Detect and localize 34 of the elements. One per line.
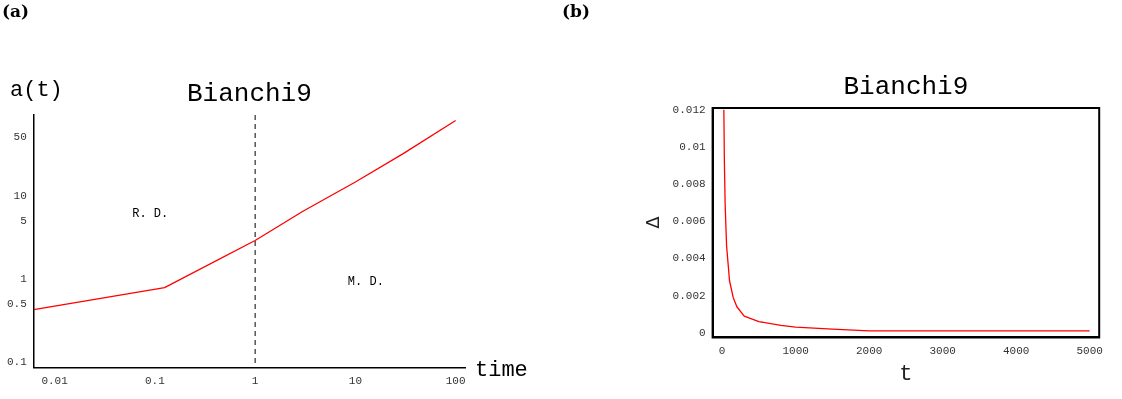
y-tick-label: 0.002 <box>672 289 706 302</box>
x-tick-label: 0.1 <box>144 375 166 388</box>
y-tick-label: 5 <box>20 214 27 227</box>
x-tick-label: 5000 <box>1076 344 1103 357</box>
x-tick-label: 100 <box>445 375 466 388</box>
y-tick-label: 0.1 <box>6 356 28 369</box>
y-tick-label: 0.008 <box>672 178 706 191</box>
y-axis-title: a(t) <box>10 77 63 103</box>
y-tick-label: 0.012 <box>672 103 706 116</box>
x-tick-label: 2000 <box>855 344 883 357</box>
text: (a) <box>2 0 30 21</box>
x-axis-title: time <box>475 357 528 383</box>
y-tick-label: 0 <box>699 326 706 339</box>
x-tick-label: 1 <box>251 375 259 388</box>
x-axis-title: t <box>899 361 913 387</box>
annotation: R. D. <box>132 206 169 221</box>
y-tick-label: 0.01 <box>679 140 706 153</box>
x-tick-label: 10 <box>348 375 362 388</box>
x-tick-label: 4000 <box>1002 344 1030 357</box>
y-tick-label: 50 <box>13 131 27 144</box>
y-tick-label: 0.5 <box>6 298 27 311</box>
y-tick-label: 0.006 <box>672 215 706 228</box>
x-tick-label: 1000 <box>782 344 809 357</box>
text: (b) <box>562 0 590 21</box>
chart-title: Bianchi9 <box>186 78 312 109</box>
x-tick-label: 3000 <box>929 344 956 357</box>
y-axis-title: Δ <box>642 215 664 229</box>
y-tick-label: 1 <box>20 272 28 285</box>
y-tick-label: 0.004 <box>672 252 706 265</box>
x-tick-label: 0 <box>718 344 726 357</box>
y-tick-label: 10 <box>13 189 27 202</box>
x-tick-label: 0.01 <box>41 375 69 388</box>
chart-title: Bianchi9 <box>843 71 969 102</box>
annotation: M. D. <box>347 275 384 290</box>
